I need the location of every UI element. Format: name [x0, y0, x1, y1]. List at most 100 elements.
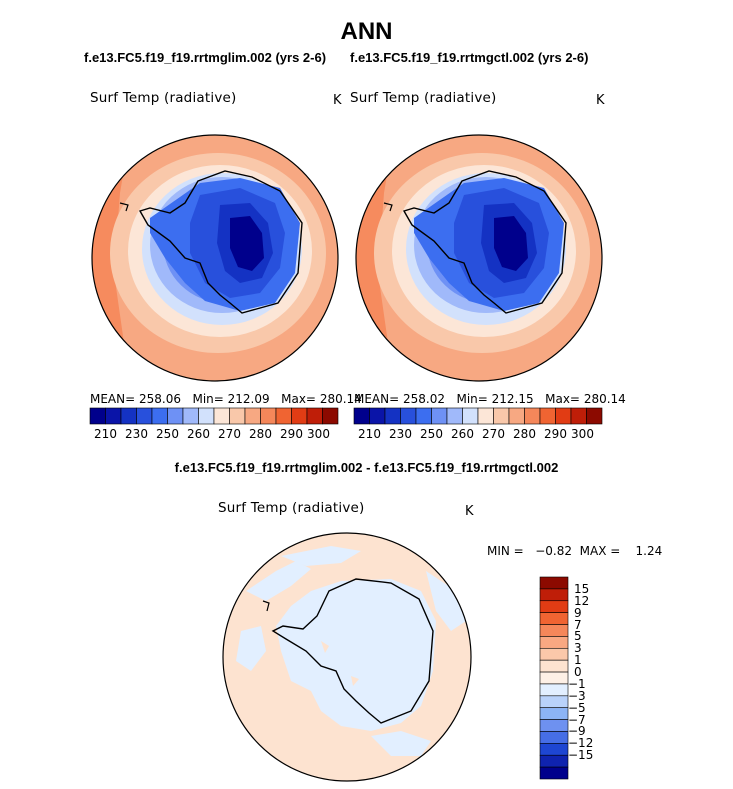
panel1-mean-label: MEAN= — [90, 392, 136, 406]
panel2-units: K — [596, 93, 605, 108]
panel1-colorbar-tick-label: 230 — [125, 427, 148, 441]
difference-colorbar-swatch — [539, 636, 569, 649]
panel2-colorbar-swatch — [508, 407, 525, 425]
difference-colorbar-tick-label: −1 — [568, 676, 586, 691]
figure-title: ANN — [340, 18, 393, 45]
panel2-colorbar-tick-label: 210 — [358, 427, 381, 441]
panel1-case-title: f.e13.FC5.f19_f19.rrtmglim.002 (yrs 2-6) — [84, 50, 327, 65]
panel2-case-title: f.e13.FC5.f19_f19.rrtmgctl.002 (yrs 2-6) — [350, 50, 589, 65]
difference-colorbar-labels: 15 12 9 7 5 3 1 0 −1 −3 −5 −7 −9 −12 −15 — [568, 577, 614, 779]
panel1-field-label: Surf Temp (radiative) — [90, 90, 237, 106]
panel2-mean-value: 258.02 — [403, 392, 446, 406]
difference-colorbar-tick-label: 5 — [574, 629, 582, 644]
difference-colorbar-tick-label: −15 — [568, 748, 594, 763]
difference-max-label: MAX = — [579, 544, 621, 558]
panel1-colorbar-tick-label: 290 — [280, 427, 303, 441]
panel2-colorbar — [353, 407, 603, 425]
panel2-colorbar-swatch — [431, 407, 448, 425]
panel2-colorbar-swatch — [369, 407, 386, 425]
difference-colorbar-swatch — [539, 754, 569, 768]
difference-colorbar-swatch — [539, 707, 569, 720]
difference-colorbar-tick-label: −5 — [568, 700, 586, 715]
difference-colorbar-swatch — [539, 719, 569, 732]
panel2-colorbar-swatch — [524, 407, 541, 425]
panel2-colorbar-tick-label: 270 — [482, 427, 505, 441]
difference-minmax: MIN = −0.82 MAX = 1.24 — [487, 544, 662, 558]
difference-colorbar-swatch — [539, 683, 569, 697]
panel1-colorbar-swatch — [322, 407, 339, 425]
difference-colorbar-swatch — [539, 612, 569, 625]
difference-colorbar-tick-label: 0 — [574, 665, 582, 680]
panel2-colorbar-swatch — [493, 407, 510, 425]
panel2-colorbar-tick-label: 280 — [513, 427, 536, 441]
difference-colorbar-swatch — [539, 671, 569, 685]
panel2-max-value: 280.14 — [583, 392, 626, 406]
panel2-min-label: Min= — [456, 392, 488, 406]
panel2-colorbar-tick-label: 290 — [544, 427, 567, 441]
difference-colorbar-swatch — [539, 695, 569, 709]
difference-colorbar-tick-label: 7 — [574, 617, 582, 632]
difference-colorbar-tick-label: −12 — [568, 736, 594, 751]
difference-colorbar-swatch — [539, 624, 569, 637]
difference-colorbar-swatch — [539, 647, 569, 661]
panel2-colorbar-swatch — [477, 407, 494, 425]
difference-colorbar-tick-label: 15 — [574, 581, 590, 596]
difference-colorbar-tick-label: −3 — [568, 688, 586, 703]
difference-colorbar-tick-label: 9 — [574, 605, 582, 620]
panel1-colorbar-labels: 210 230 250 260 270 280 290 300 — [90, 427, 338, 443]
panel1-colorbar-swatch — [275, 407, 292, 425]
panel1-stats: MEAN= 258.06 Min= 212.09 Max= 280.14 — [90, 392, 362, 406]
difference-min-value: −0.82 — [535, 544, 572, 558]
difference-colorbar-tick-label: −7 — [568, 712, 586, 727]
difference-colorbar-tick-label: 3 — [574, 641, 582, 656]
difference-colorbar-swatch — [539, 600, 569, 613]
panel1-colorbar-swatch — [260, 407, 277, 425]
panel1-colorbar-swatch — [105, 407, 122, 425]
panel1-colorbar-swatch — [89, 407, 106, 425]
panel2-colorbar-swatch — [415, 407, 432, 425]
difference-colorbar-swatch — [539, 731, 569, 744]
difference-colorbar-swatch — [539, 766, 569, 780]
panel1-units: K — [333, 93, 342, 108]
panel2-colorbar-tick-label: 230 — [389, 427, 412, 441]
panel1-colorbar-tick-label: 210 — [94, 427, 117, 441]
difference-units: K — [465, 504, 474, 519]
difference-colorbar — [539, 576, 569, 780]
panel2-colorbar-swatch — [400, 407, 417, 425]
panel1-colorbar-tick-label: 280 — [249, 427, 272, 441]
difference-max-value: 1.24 — [635, 544, 663, 558]
difference-colorbar-tick-label: 1 — [574, 653, 582, 668]
panel1-mean-value: 258.06 — [139, 392, 182, 406]
panel2-colorbar-tick-label: 260 — [451, 427, 474, 441]
panel2-colorbar-swatch — [353, 407, 370, 425]
panel2-colorbar-tick-label: 300 — [571, 427, 594, 441]
panel1-colorbar-tick-label: 300 — [307, 427, 330, 441]
panel2-mean-label: MEAN= — [354, 392, 400, 406]
difference-colorbar-tick-label: −9 — [568, 724, 586, 739]
panel2-colorbar-swatch — [586, 407, 603, 425]
panel1-colorbar-swatch — [182, 407, 199, 425]
panel2-colorbar-swatch — [539, 407, 556, 425]
panel2-field-label: Surf Temp (radiative) — [350, 90, 497, 106]
panel1-min-value: 212.09 — [227, 392, 270, 406]
difference-title: f.e13.FC5.f19_f19.rrtmglim.002 - f.e13.F… — [174, 460, 559, 475]
panel2-colorbar-tick-label: 250 — [420, 427, 443, 441]
panel1-colorbar-swatch — [213, 407, 230, 425]
panel1-colorbar-swatch — [291, 407, 308, 425]
panel2-colorbar-swatch — [446, 407, 463, 425]
panel1-colorbar-swatch — [229, 407, 246, 425]
panel1-colorbar-tick-label: 270 — [218, 427, 241, 441]
panel1-min-label: Min= — [192, 392, 224, 406]
difference-colorbar-swatch — [539, 743, 569, 756]
difference-min-label: MIN = — [487, 544, 524, 558]
panel2-colorbar-labels: 210 230 250 260 270 280 290 300 — [354, 427, 602, 443]
difference-colorbar-swatch — [539, 576, 569, 590]
panel2-colorbar-swatch — [555, 407, 572, 425]
panel1-colorbar-tick-label: 260 — [187, 427, 210, 441]
difference-map — [222, 532, 472, 782]
panel1-colorbar-swatch — [198, 407, 215, 425]
difference-field-label: Surf Temp (radiative) — [218, 500, 365, 516]
panel2-stats: MEAN= 258.02 Min= 212.15 Max= 280.14 — [354, 392, 626, 406]
difference-colorbar-tick-label: 12 — [574, 593, 590, 608]
panel2-map — [355, 134, 603, 382]
